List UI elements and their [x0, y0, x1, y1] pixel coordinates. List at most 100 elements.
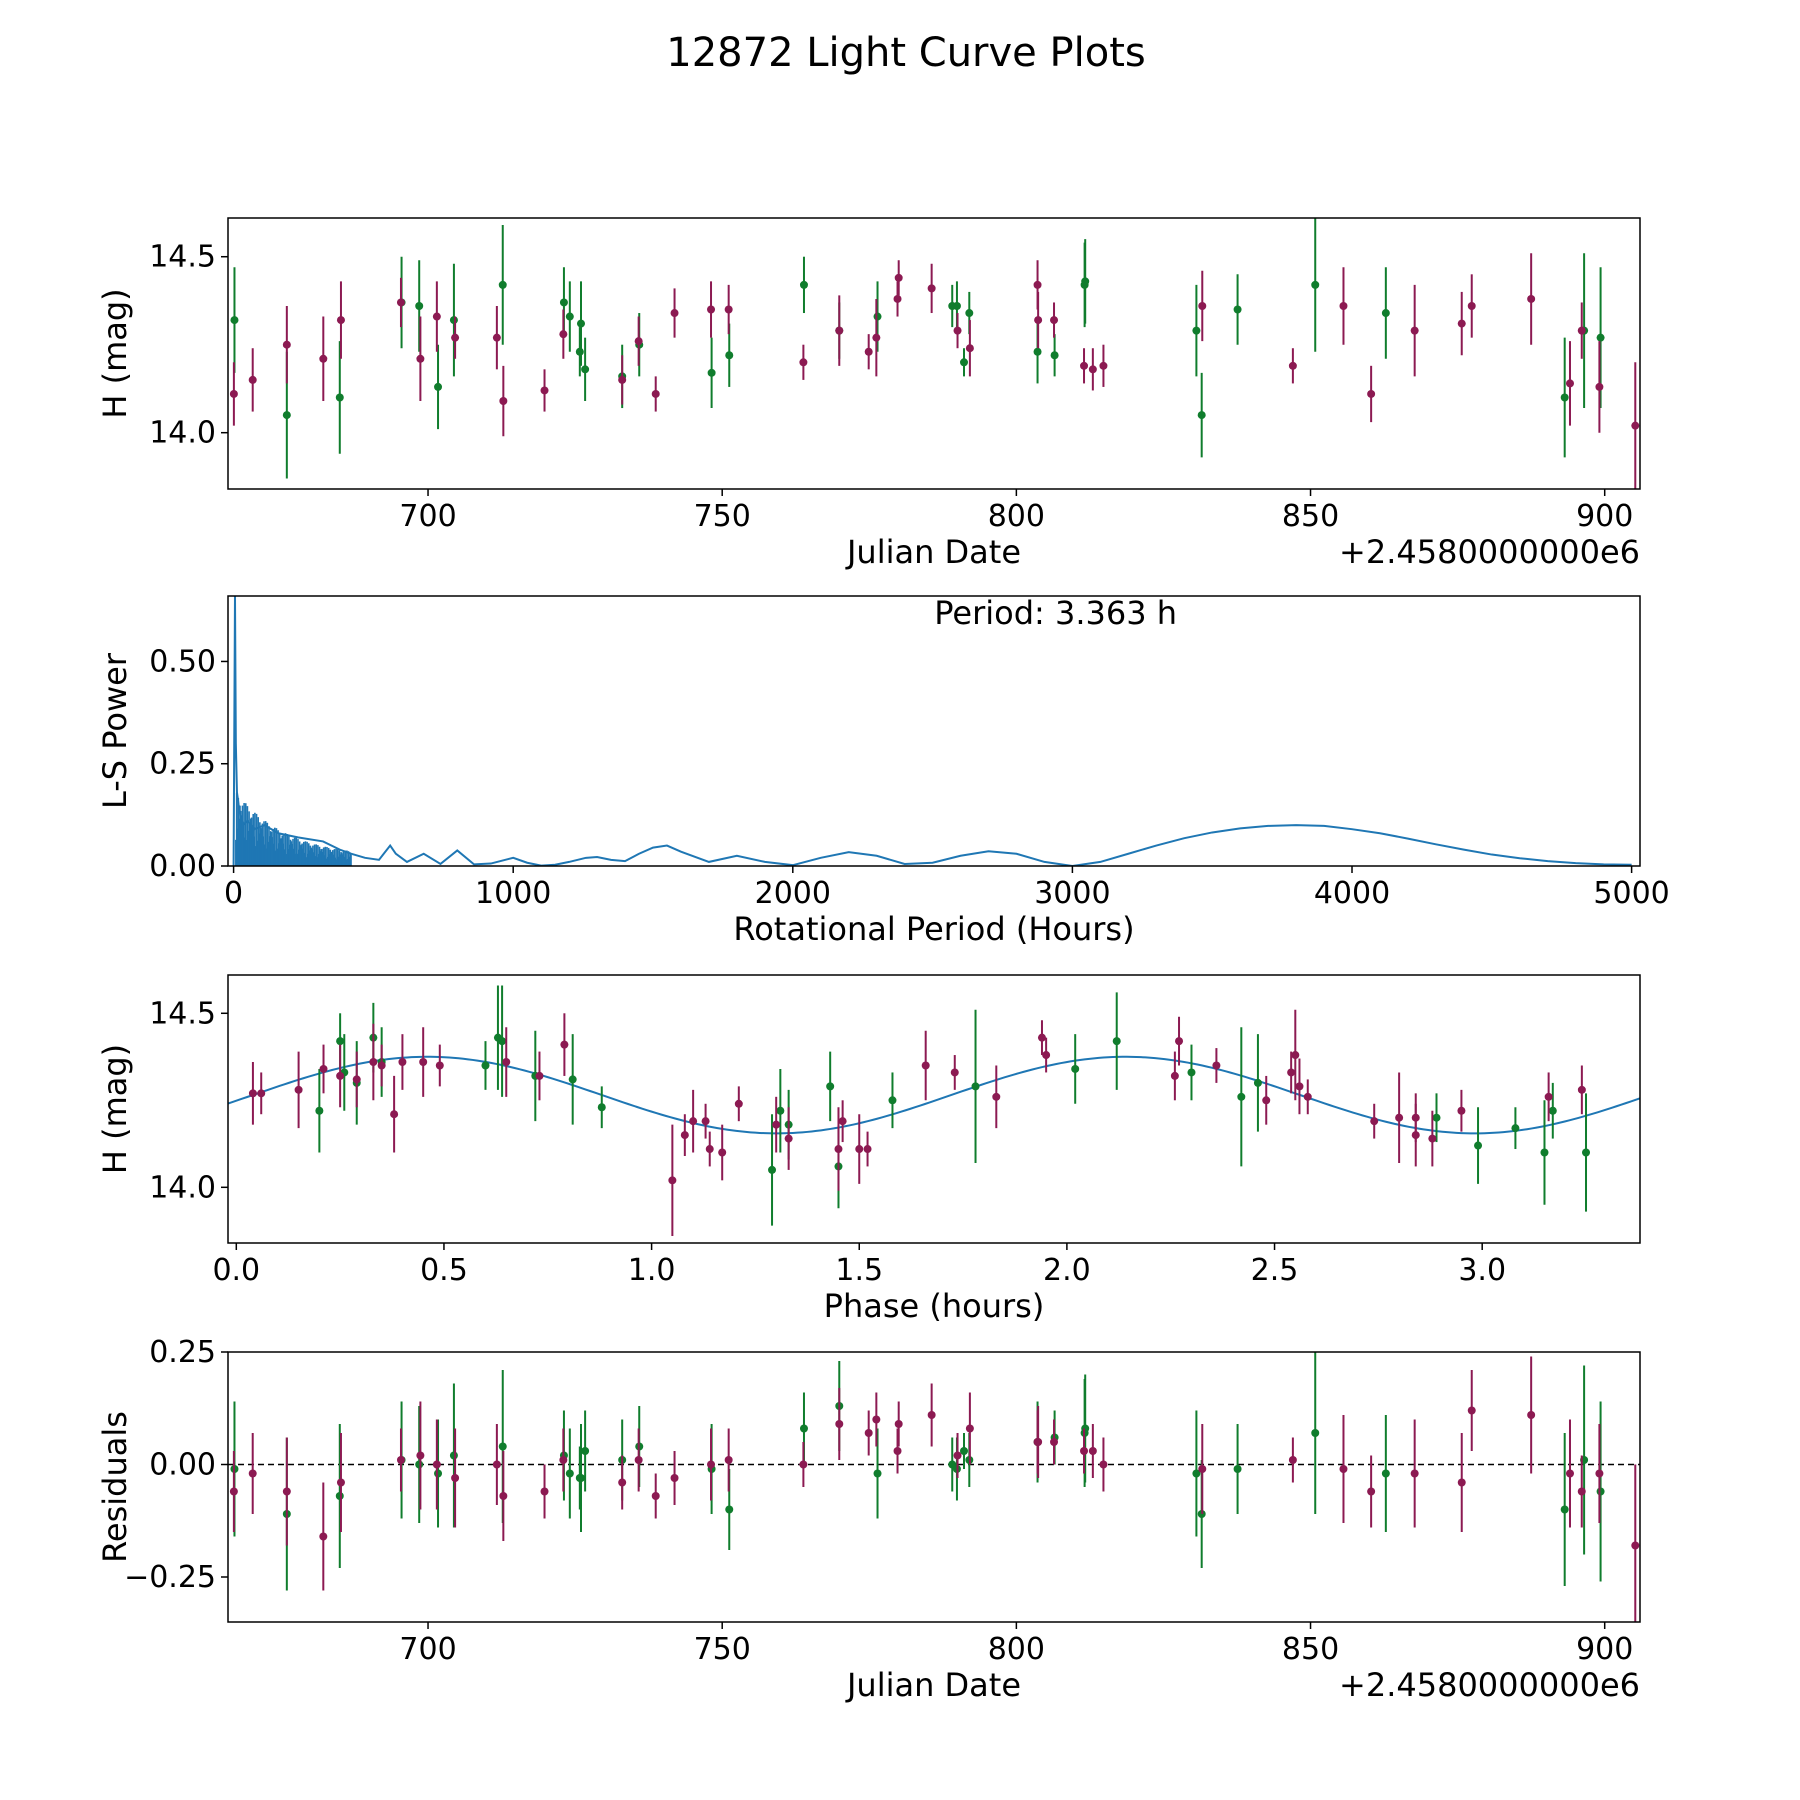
data-point: [864, 1429, 873, 1437]
data-point: [707, 305, 716, 314]
data-point: [1631, 421, 1640, 430]
data-point: [540, 1487, 549, 1496]
data-point: [1631, 1541, 1640, 1550]
data-point: [872, 1415, 881, 1424]
data-point: [1233, 1465, 1242, 1473]
data-point: [927, 284, 936, 293]
data-point: [1081, 277, 1090, 286]
data-point: [416, 354, 425, 363]
series-band-B: [229, 1356, 1640, 1622]
data-point: [835, 326, 844, 335]
data-point: [1527, 294, 1536, 303]
data-point: [668, 1176, 677, 1185]
series-band-B: [248, 1009, 1586, 1237]
data-point: [953, 1451, 962, 1460]
data-point: [971, 1082, 980, 1091]
x-tick-label: 4000: [1314, 876, 1390, 911]
data-point: [921, 1061, 930, 1070]
periodogram-line: [232, 596, 1632, 866]
x-tick-label: 700: [399, 499, 456, 534]
data-point: [415, 1460, 424, 1469]
data-point: [1050, 316, 1059, 325]
data-point: [873, 312, 882, 321]
data-point: [1527, 1411, 1536, 1419]
data-point: [965, 344, 974, 353]
data-point: [670, 1474, 679, 1482]
data-point: [1367, 1487, 1376, 1496]
data-point: [1548, 1106, 1557, 1115]
x-axis-label: Julian Date: [845, 1666, 1021, 1704]
data-point: [492, 1460, 501, 1469]
data-point: [1192, 1469, 1201, 1478]
data-point: [1212, 1061, 1221, 1070]
data-point: [1381, 309, 1390, 318]
panel-residuals: 700 750 800 850 900 −0.25 0.00 0.25 Julian Date R…: [96, 1335, 1641, 1704]
data-point: [319, 1532, 328, 1541]
x-offset-label: +2.4580000000e6: [1339, 1666, 1640, 1704]
data-point: [1474, 1141, 1483, 1150]
data-point: [799, 1460, 808, 1469]
data-point: [568, 1075, 577, 1084]
data-point: [1253, 1078, 1262, 1087]
plot-area: [228, 985, 1640, 1237]
data-point: [1467, 301, 1476, 310]
data-point: [784, 1134, 793, 1143]
axes-frame: [227, 974, 1641, 1244]
y-axis-label: Residuals: [96, 1411, 134, 1563]
data-point: [1596, 1487, 1605, 1496]
data-point: [1197, 411, 1206, 420]
data-point: [577, 1474, 585, 1482]
data-point: [1198, 1465, 1207, 1473]
axes-frame: [227, 1351, 1641, 1623]
data-point: [1411, 1113, 1420, 1122]
data-point: [1050, 1438, 1059, 1446]
x-tick-label: 0: [224, 876, 243, 911]
data-point: [689, 1117, 698, 1126]
data-point: [1187, 1068, 1196, 1077]
data-point: [319, 354, 328, 363]
x-tick-label: 2.5: [1251, 1253, 1299, 1288]
data-point: [336, 1478, 345, 1487]
y-tick-label: 0.00: [149, 1448, 216, 1483]
data-point: [559, 330, 568, 339]
data-point: [1303, 1092, 1312, 1101]
data-point: [826, 1082, 835, 1091]
data-point: [707, 1460, 716, 1469]
data-point: [894, 1420, 903, 1428]
data-point: [1287, 1068, 1296, 1077]
data-point: [1565, 379, 1574, 388]
panels: 700 750 800 850 900 14.0 14.5 Julian Date H (mag…: [96, 217, 1670, 1704]
x-tick-label: 3000: [1034, 876, 1110, 911]
data-point: [1582, 1148, 1591, 1157]
data-point: [718, 1148, 727, 1157]
data-point: [1311, 1429, 1320, 1437]
plot-area: [232, 596, 1632, 866]
x-tick-label: 900: [1576, 1632, 1633, 1667]
data-point: [396, 298, 405, 307]
data-point: [336, 1037, 345, 1046]
data-point: [1544, 1092, 1553, 1101]
data-point: [1339, 301, 1348, 310]
x-tick-label: 1.0: [628, 1253, 676, 1288]
data-point: [1577, 1487, 1586, 1496]
data-point: [1560, 1505, 1569, 1514]
x-tick-label: 800: [988, 1632, 1045, 1667]
data-point: [535, 1071, 544, 1080]
data-point: [1410, 326, 1419, 335]
data-point: [1233, 305, 1242, 314]
data-point: [502, 1058, 511, 1067]
panel-phased: 0.0 0.5 1.0 1.5 2.0 2.5 3.0 14.0 14.5 Phase (hour…: [96, 974, 1641, 1325]
data-point: [872, 333, 881, 342]
data-point: [1112, 1037, 1121, 1046]
x-tick-label: 800: [988, 499, 1045, 534]
data-point: [1381, 1469, 1390, 1478]
data-point: [565, 1469, 574, 1478]
x-tick-label: 2.0: [1043, 1253, 1091, 1288]
data-point: [416, 1451, 425, 1460]
data-point: [492, 333, 501, 342]
data-point: [776, 1106, 785, 1115]
data-point: [1511, 1124, 1520, 1133]
x-tick-label: 1000: [475, 876, 551, 911]
